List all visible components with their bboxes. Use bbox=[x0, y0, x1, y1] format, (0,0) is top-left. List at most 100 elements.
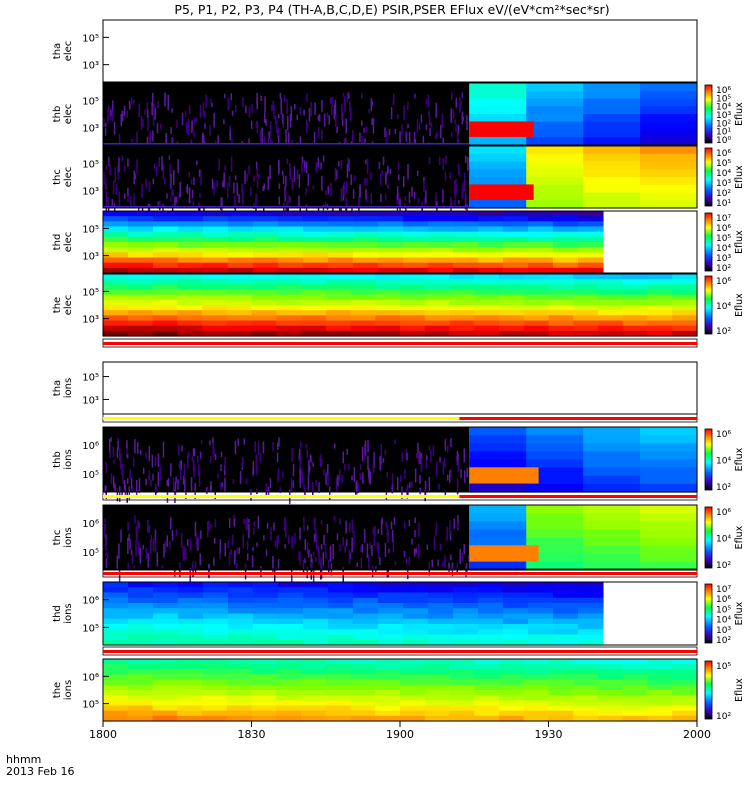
noise-streak bbox=[313, 131, 316, 147]
noise-streak bbox=[435, 134, 437, 140]
spectrogram-cell bbox=[548, 705, 574, 712]
spectrogram-cell bbox=[577, 634, 604, 641]
noise-streak bbox=[420, 458, 423, 473]
noise-streak bbox=[461, 189, 464, 199]
spectrogram-cell bbox=[402, 252, 429, 259]
spectrogram-cell bbox=[474, 274, 500, 280]
spectrogram-cell bbox=[647, 299, 673, 306]
noise-streak bbox=[130, 98, 133, 105]
spectrogram-cell bbox=[449, 274, 475, 280]
noise-streak bbox=[459, 172, 461, 178]
spectrogram-cell bbox=[573, 715, 599, 722]
spectrogram-cell bbox=[647, 674, 673, 681]
spectrogram-cell bbox=[583, 483, 641, 493]
spectrogram-cell bbox=[202, 674, 228, 681]
spectrogram-cell bbox=[377, 618, 404, 625]
spectrogram-cell bbox=[527, 247, 554, 253]
noise-streak bbox=[414, 93, 416, 99]
spectrogram-cell bbox=[277, 639, 304, 646]
spectrogram-cell bbox=[153, 252, 179, 259]
spectrogram-cell bbox=[527, 582, 554, 588]
noise-streak bbox=[107, 552, 109, 559]
spectrogram-cell bbox=[377, 262, 404, 269]
spectrogram-cell bbox=[640, 169, 698, 178]
noise-streak bbox=[217, 135, 219, 145]
spectrogram-cell bbox=[640, 98, 698, 107]
noise-streak bbox=[450, 438, 452, 448]
spectrogram-cell bbox=[276, 690, 302, 696]
spectrogram-cell bbox=[302, 267, 329, 274]
noise-streak bbox=[305, 444, 308, 449]
spectrogram-cell bbox=[583, 153, 641, 163]
spectrogram-cell bbox=[647, 294, 673, 301]
spectrogram-cell bbox=[474, 320, 500, 327]
noise-streak bbox=[388, 548, 390, 554]
noise-streak bbox=[427, 94, 430, 107]
noise-streak bbox=[104, 523, 106, 538]
y-tick-label: 10⁶ bbox=[82, 596, 99, 607]
spectrogram-cell bbox=[527, 618, 554, 625]
noise-streak bbox=[436, 132, 438, 138]
noise-streak bbox=[413, 131, 416, 143]
noise-streak bbox=[274, 115, 277, 124]
spectrogram-cell bbox=[177, 236, 204, 243]
noise-streak bbox=[336, 474, 339, 484]
noise-streak bbox=[232, 478, 235, 484]
spectrogram-cell bbox=[573, 320, 599, 327]
spectrogram-cell bbox=[622, 710, 649, 717]
spectrogram-cell bbox=[526, 106, 584, 115]
spectrogram-cell bbox=[477, 247, 504, 253]
spectrogram-cell bbox=[128, 587, 154, 594]
spectrogram-cell bbox=[103, 325, 129, 332]
noise-streak bbox=[236, 547, 239, 555]
noise-streak bbox=[229, 129, 231, 141]
spectrogram-cell bbox=[427, 257, 454, 264]
noise-streak bbox=[296, 169, 299, 180]
spectrogram-cell bbox=[301, 684, 327, 691]
noise-streak bbox=[103, 171, 105, 185]
noise-streak bbox=[321, 459, 323, 467]
noise-streak bbox=[418, 122, 421, 130]
noise-streak bbox=[199, 451, 202, 459]
spectrogram-cell bbox=[523, 305, 550, 311]
spectrogram-cell bbox=[552, 267, 579, 274]
noise-streak bbox=[193, 117, 196, 123]
noise-streak bbox=[340, 188, 343, 203]
noise-streak bbox=[123, 105, 126, 116]
noise-streak bbox=[355, 480, 357, 495]
noise-streak bbox=[112, 180, 115, 195]
spectrogram-cell bbox=[103, 618, 129, 625]
noise-streak bbox=[187, 119, 190, 135]
spectrogram-cell bbox=[202, 247, 229, 253]
noise-streak bbox=[415, 548, 417, 554]
spectrogram-cell bbox=[252, 257, 279, 264]
noise-streak bbox=[377, 543, 380, 559]
noise-streak bbox=[148, 203, 151, 217]
spectrogram-cell bbox=[152, 705, 178, 712]
spectrogram-cell bbox=[252, 629, 279, 636]
spectrogram-cell bbox=[583, 513, 641, 522]
noise-streak bbox=[367, 456, 369, 471]
spectrogram-cell bbox=[227, 624, 254, 630]
spectrogram-cell bbox=[277, 221, 304, 228]
colorbar-tick-label: 10² bbox=[716, 712, 731, 722]
noise-streak bbox=[134, 173, 136, 180]
spectrogram-cell bbox=[177, 242, 204, 248]
noise-streak bbox=[170, 463, 172, 477]
noise-streak bbox=[317, 127, 320, 137]
spectrogram-cell bbox=[277, 592, 304, 599]
spectrogram-cell bbox=[672, 674, 698, 681]
spectrogram-cell bbox=[152, 279, 178, 285]
spectrogram-cell bbox=[402, 634, 429, 641]
noise-streak bbox=[230, 93, 232, 101]
noise-streak bbox=[138, 541, 140, 556]
spectrogram-cell bbox=[474, 310, 500, 316]
spectrogram-cell bbox=[502, 252, 529, 259]
spectrogram-cell bbox=[474, 674, 500, 681]
noise-streak bbox=[205, 94, 207, 108]
spectrogram-cell bbox=[672, 700, 698, 707]
spectrogram-cell bbox=[499, 330, 525, 337]
noise-streak bbox=[443, 457, 446, 468]
noise-streak bbox=[424, 197, 426, 205]
